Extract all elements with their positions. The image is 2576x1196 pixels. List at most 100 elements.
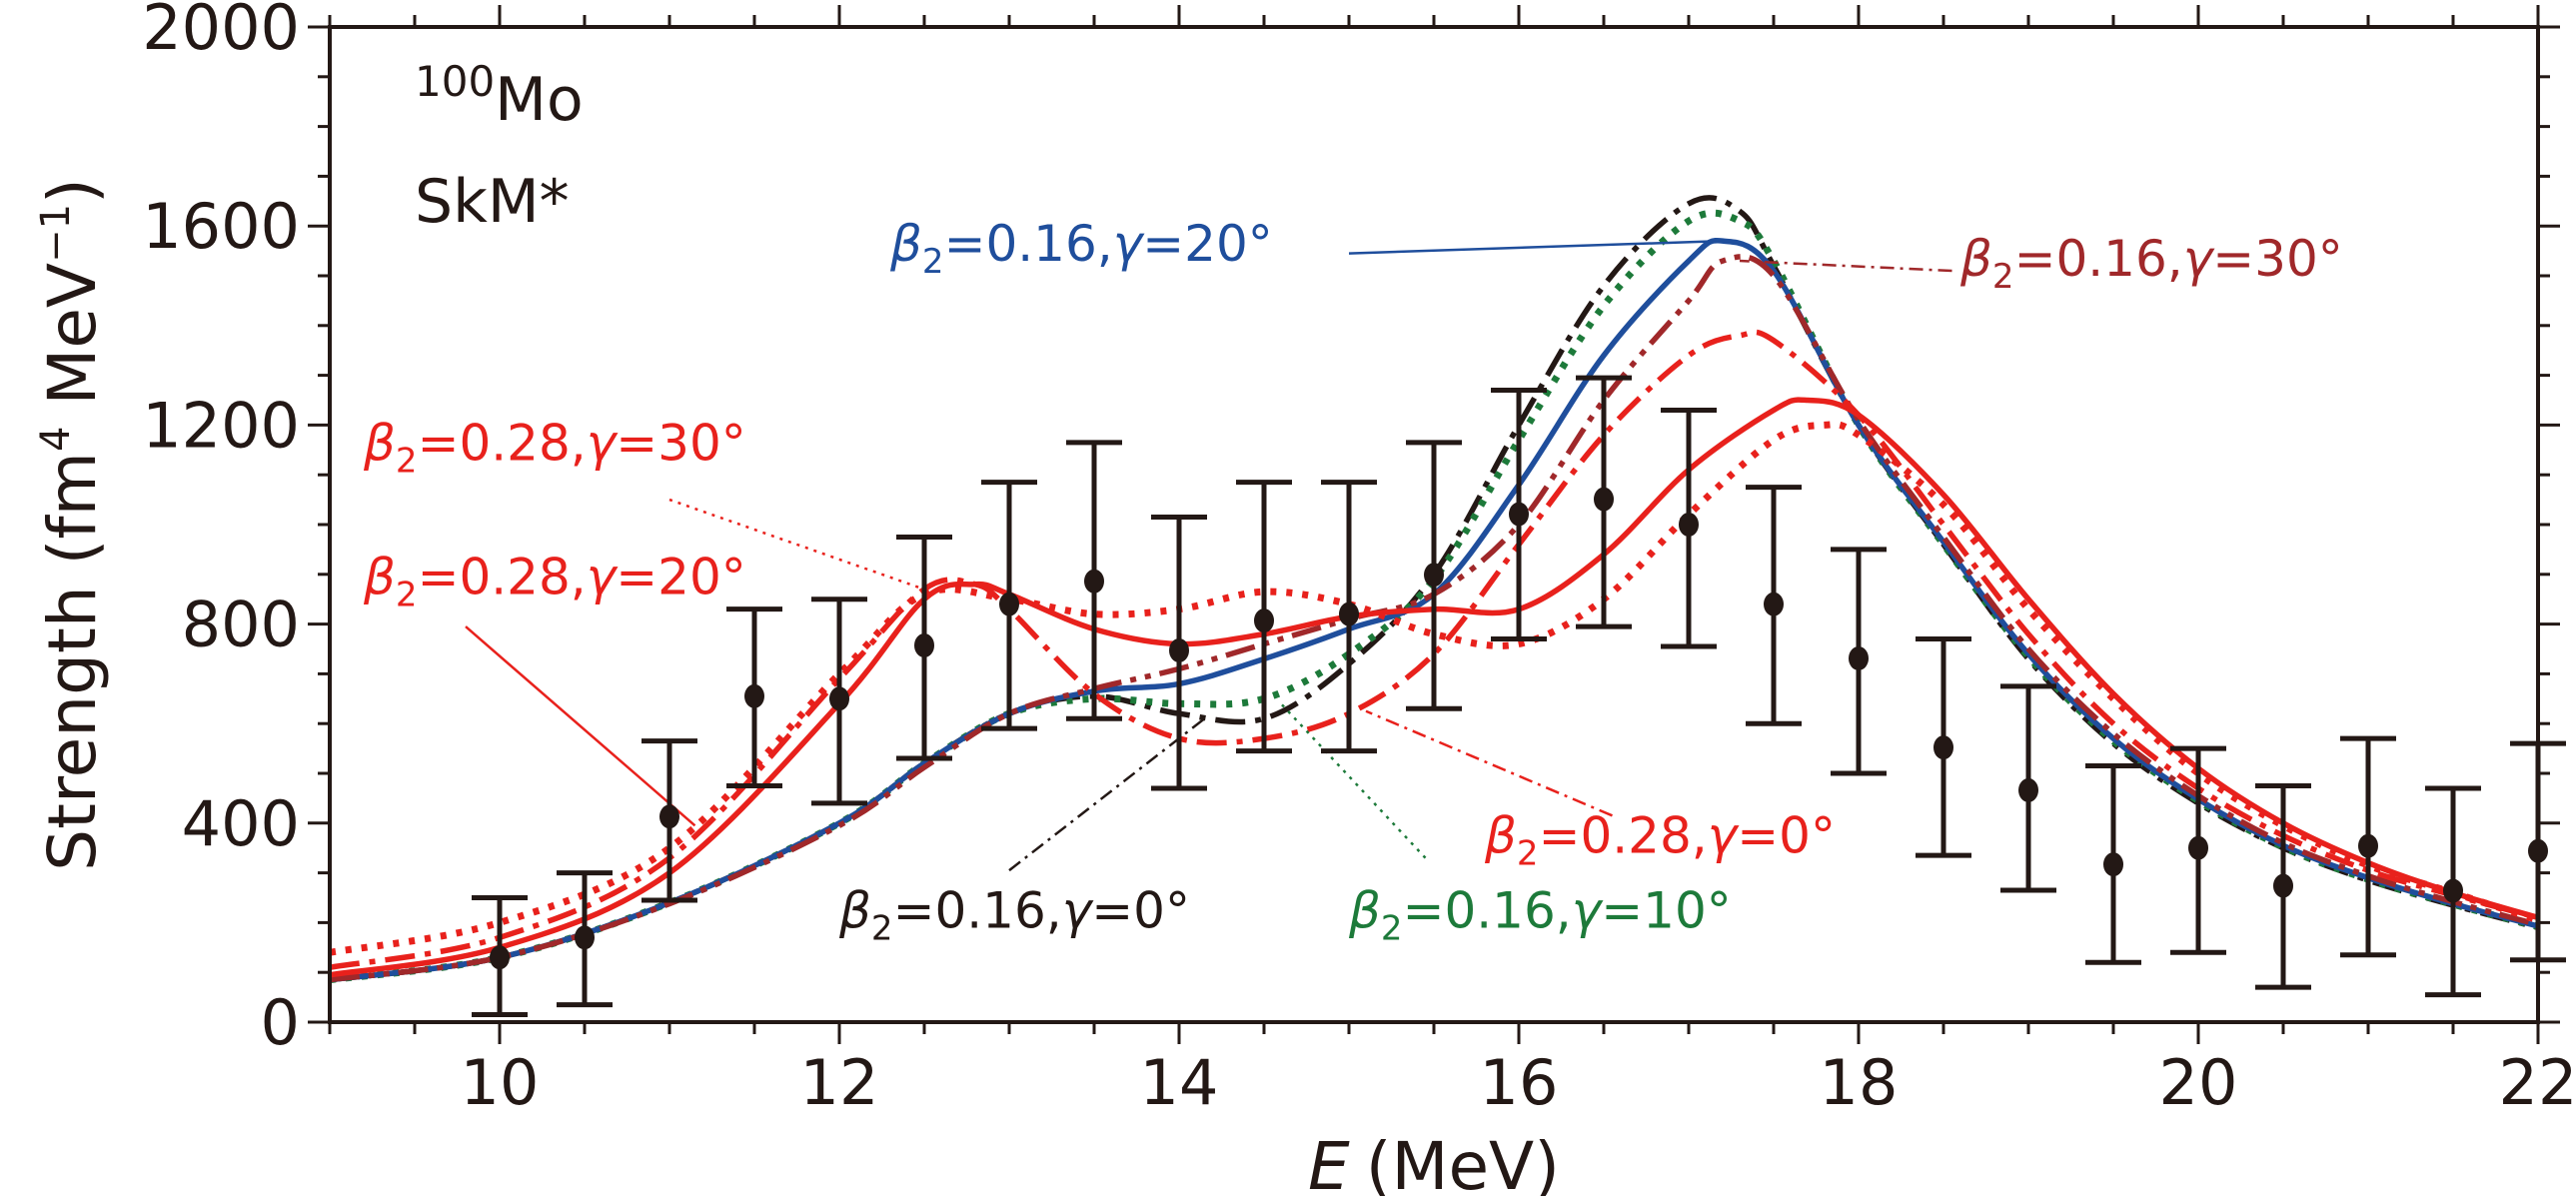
data-point	[1151, 515, 1207, 791]
x-axis-ticks: 10 12 14 16 18 20 22	[328, 5, 2576, 1119]
data-point	[1576, 375, 1632, 629]
y-axis-ticks: 0 400 800 1200 1600 2000	[142, 0, 2560, 1059]
data-marker	[1594, 487, 1614, 512]
data-point	[2255, 782, 2311, 990]
data-point	[2425, 785, 2481, 998]
data-point	[1406, 440, 1462, 711]
series-label-part: =0.16,	[893, 881, 1062, 939]
series-label: β2=0.28,γ=0°	[1484, 807, 1836, 874]
series-label: β2=0.28,γ=20°	[363, 549, 746, 615]
series-label-part: γ	[1113, 215, 1145, 273]
data-marker	[999, 592, 1019, 616]
series-label-part: =0.28,	[1539, 807, 1708, 865]
series-label-part: β	[363, 549, 396, 606]
series-label-part: γ	[1062, 881, 1094, 939]
series-label: β2=0.16,γ=30°	[1959, 230, 2343, 297]
series-label-part: =0.28,	[418, 549, 587, 606]
series-label-part: 2	[922, 242, 944, 282]
series-line--2-0-28-30-	[330, 421, 2538, 956]
series-label-part: 2	[1992, 257, 2014, 297]
series-line--2-0-28-0-	[330, 329, 2538, 970]
series-label-part: β	[1959, 230, 1992, 288]
data-point	[1066, 440, 1122, 721]
series-label-part: γ	[1708, 807, 1740, 865]
data-marker	[2443, 878, 2463, 903]
series-label-part: γ	[587, 414, 619, 472]
x-tick-label: 22	[2499, 1046, 2576, 1119]
y-axis-title-main: Strength (fm	[34, 452, 111, 871]
series-label-part: 2	[396, 441, 418, 481]
x-tick-label: 10	[461, 1046, 540, 1119]
series-label-part: =0.16,	[944, 215, 1113, 273]
data-marker	[914, 633, 934, 658]
x-tick-label: 16	[1480, 1046, 1559, 1119]
data-marker	[1424, 563, 1444, 588]
series-label-part: γ	[2183, 230, 2215, 288]
label-leader-line	[1008, 717, 1206, 872]
series-label-part: 2	[1381, 908, 1403, 948]
y-axis-title: Strength (fm4 MeV−1)	[33, 178, 111, 871]
label-leader-line	[465, 625, 696, 827]
y-tick-label: 2000	[142, 0, 300, 64]
series-line--2-0-16-30-	[330, 254, 2538, 983]
data-marker	[2188, 835, 2208, 860]
series-label-part: β	[838, 881, 871, 939]
series-label: β2=0.16,γ=20°	[889, 215, 1273, 282]
data-marker	[1254, 608, 1274, 633]
data-point	[1831, 547, 1887, 776]
series-label-part: β	[363, 414, 396, 472]
series-label-part: =0°	[1737, 807, 1836, 865]
data-point	[472, 895, 528, 1018]
label-leader-line	[1365, 709, 1613, 817]
y-axis-title-sup2: −1	[33, 204, 79, 263]
series-label-part: 2	[871, 908, 893, 948]
interaction-annotation: SkM*	[415, 167, 570, 237]
y-axis-title-close: )	[34, 178, 111, 204]
label-leader-line	[1739, 259, 1952, 273]
y-tick-label: 800	[182, 589, 300, 661]
series-labels: β2=0.16,γ=20° β2=0.16,γ=30°β2=0.28,γ=30°β…	[363, 215, 2343, 948]
label-leader-lines	[465, 239, 1952, 872]
data-marker	[1339, 601, 1359, 626]
label-leader-line	[668, 498, 925, 591]
y-tick-label: 400	[182, 787, 300, 860]
data-point	[1661, 407, 1717, 649]
data-marker	[575, 925, 595, 950]
data-marker	[1169, 637, 1189, 662]
data-point	[811, 597, 867, 806]
series-label-part: =20°	[1142, 215, 1273, 273]
label-leader-line	[1280, 702, 1427, 859]
data-marker	[1509, 502, 1529, 527]
x-axis-title: E (MeV)	[1308, 1128, 1560, 1196]
data-point	[557, 870, 613, 1008]
data-marker	[2273, 873, 2293, 898]
y-axis-title-sup1: 4	[33, 427, 79, 452]
series-label-part: β	[1484, 807, 1517, 865]
nucleus-symbol: Mo	[495, 65, 583, 135]
data-point	[1916, 636, 1971, 858]
data-point	[1746, 485, 1802, 726]
data-marker	[1764, 592, 1784, 616]
x-tick-label: 12	[800, 1046, 879, 1119]
series-label-part: =10°	[1601, 881, 1732, 939]
series-label-part: =30°	[616, 414, 746, 472]
series-label-part: =30°	[2212, 230, 2343, 288]
data-marker	[2018, 777, 2038, 802]
data-point	[2000, 683, 2056, 893]
data-marker	[829, 686, 849, 711]
data-marker	[1679, 513, 1699, 537]
nucleus-mass-number: 100	[415, 57, 495, 106]
x-tick-label: 18	[1820, 1046, 1899, 1119]
data-marker	[659, 804, 679, 829]
data-marker	[2358, 833, 2378, 858]
series-label-part: β	[889, 215, 922, 273]
data-marker	[490, 945, 510, 970]
label-leader-line	[1348, 239, 1724, 255]
series-label-part: β	[1348, 881, 1381, 939]
y-tick-label: 1200	[142, 389, 300, 462]
data-marker	[1933, 735, 1953, 760]
series-label-part: =20°	[616, 549, 746, 606]
x-tick-label: 20	[2159, 1046, 2238, 1119]
data-point	[981, 480, 1037, 731]
